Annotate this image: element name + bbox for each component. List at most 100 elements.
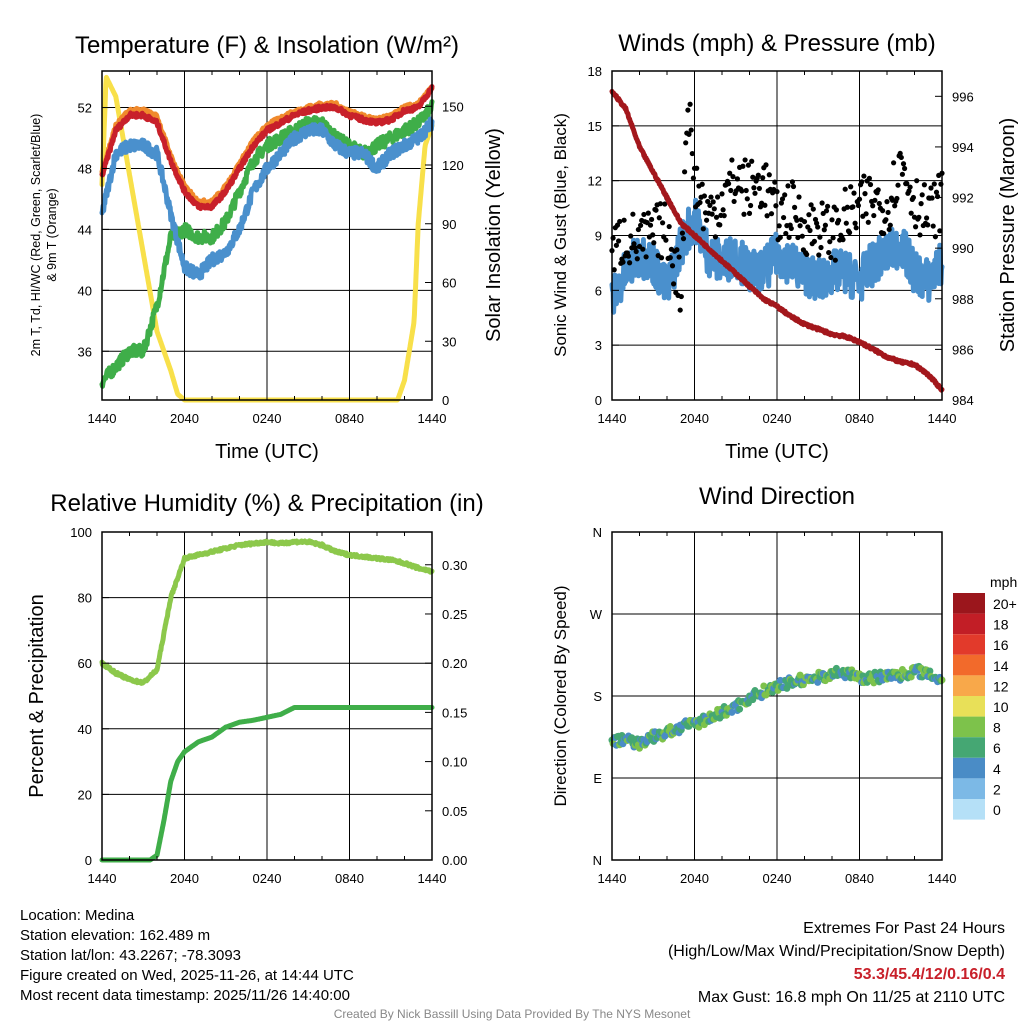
direction-point <box>796 671 804 679</box>
legend-swatch <box>953 654 985 676</box>
extremes-title: Extremes For Past 24 Hours <box>803 920 1005 937</box>
gust-point <box>917 232 923 238</box>
gust-point <box>634 256 640 262</box>
gust-point <box>867 181 874 188</box>
gust-point <box>649 216 655 223</box>
gust-point <box>712 234 719 240</box>
humidity-ylabel: Percent & Precipitation <box>26 594 48 797</box>
gust-point <box>794 217 800 223</box>
gust-point <box>871 212 877 219</box>
gust-point <box>851 190 857 196</box>
y-tick-label: 60 <box>78 656 92 671</box>
gust-point <box>825 203 831 209</box>
insolation-ylabel: Solar Insolation (Yellow) <box>483 128 505 342</box>
gust-point <box>689 150 695 157</box>
gust-point <box>937 228 943 234</box>
x-tick-label: 1440 <box>418 871 447 886</box>
gust-point <box>855 202 862 209</box>
gust-point <box>734 176 741 182</box>
gust-point <box>862 191 868 197</box>
gust-point <box>880 208 886 214</box>
legend-swatch <box>953 737 985 758</box>
gust-point <box>778 200 785 206</box>
direction-point <box>926 667 934 675</box>
x-tick-label: 0240 <box>253 411 282 426</box>
gust-point <box>730 174 736 180</box>
hi-wc-line <box>99 99 435 389</box>
gust-point <box>795 234 801 241</box>
y2-tick-label: 90 <box>442 217 456 232</box>
x-tick-label: 1440 <box>928 411 957 426</box>
y-tick-label: 80 <box>78 591 92 606</box>
gust-point <box>697 199 703 206</box>
y2-tick-label: 0.15 <box>442 705 467 720</box>
gust-point <box>828 254 834 261</box>
winds-ylabel: Sonic Wind & Gust (Blue, Black) <box>551 113 570 357</box>
direction-point <box>736 705 744 713</box>
x-tick-label: 0840 <box>335 871 364 886</box>
gust-point <box>796 194 802 200</box>
gust-point <box>782 192 788 198</box>
gust-point <box>680 236 687 242</box>
gust-point <box>643 254 649 260</box>
gust-point <box>872 197 878 203</box>
gust-point <box>669 263 676 269</box>
gust-point <box>900 161 907 167</box>
gust-point <box>721 213 727 219</box>
x-tick-label: 1440 <box>928 871 957 886</box>
precipitation-line <box>99 705 435 863</box>
gust-point <box>763 162 769 168</box>
sonic-wind-line <box>609 197 945 315</box>
y2-tick-label: 0.30 <box>442 558 467 573</box>
y-tick-label: 12 <box>588 174 602 189</box>
extremes-values: 53.3/45.4/12/0.16/0.4 <box>853 966 1005 983</box>
legend-label: 2 <box>993 781 1001 797</box>
gust-point <box>935 193 941 200</box>
gust-point <box>852 220 858 226</box>
gust-point <box>789 179 796 185</box>
gust-point <box>833 207 840 213</box>
gust-point <box>640 246 646 252</box>
x-tick-label: 2040 <box>680 871 709 886</box>
gust-point <box>863 211 869 217</box>
y2-tick-label: 0 <box>442 393 449 408</box>
gust-point <box>914 178 920 184</box>
gust-point <box>740 163 746 169</box>
gust-point <box>807 227 813 234</box>
gust-point <box>746 210 753 216</box>
gust-point <box>801 218 808 225</box>
gust-point <box>886 226 892 233</box>
gust-point <box>625 253 632 259</box>
legend-title: mph <box>990 574 1017 590</box>
elevation-text: Station elevation: 162.489 m <box>20 927 211 944</box>
gust-point <box>885 209 891 216</box>
extremes-subtitle: (High/Low/Max Wind/Precipitation/Snow De… <box>667 943 1005 960</box>
gust-point <box>678 293 684 300</box>
gust-point <box>815 224 821 230</box>
gust-point <box>679 230 686 236</box>
gust-point <box>786 234 792 240</box>
y-tick-label: 100 <box>70 525 92 540</box>
temperature-ylabel-line2: & 9m T (Orange) <box>45 188 59 281</box>
gust-point <box>830 235 836 241</box>
gust-point <box>743 187 749 194</box>
legend-swatch <box>953 675 985 696</box>
y-tick-label: 6 <box>595 283 602 298</box>
gust-point <box>727 170 733 176</box>
gust-point <box>707 202 713 208</box>
gust-point <box>773 203 779 209</box>
gust-point <box>676 254 682 260</box>
gust-point <box>742 157 748 163</box>
gust-point <box>810 206 816 212</box>
gust-point <box>705 198 711 205</box>
x-tick-label: 0840 <box>335 411 364 426</box>
gust-point <box>630 211 636 217</box>
gust-point <box>898 154 904 161</box>
gust-point <box>713 214 720 220</box>
y-tick-label: 36 <box>78 344 92 359</box>
gust-point <box>902 165 908 172</box>
gust-point <box>726 181 732 187</box>
legend-label: 16 <box>993 637 1009 653</box>
y-tick-label: 15 <box>588 119 602 134</box>
legend-swatch <box>953 634 985 655</box>
